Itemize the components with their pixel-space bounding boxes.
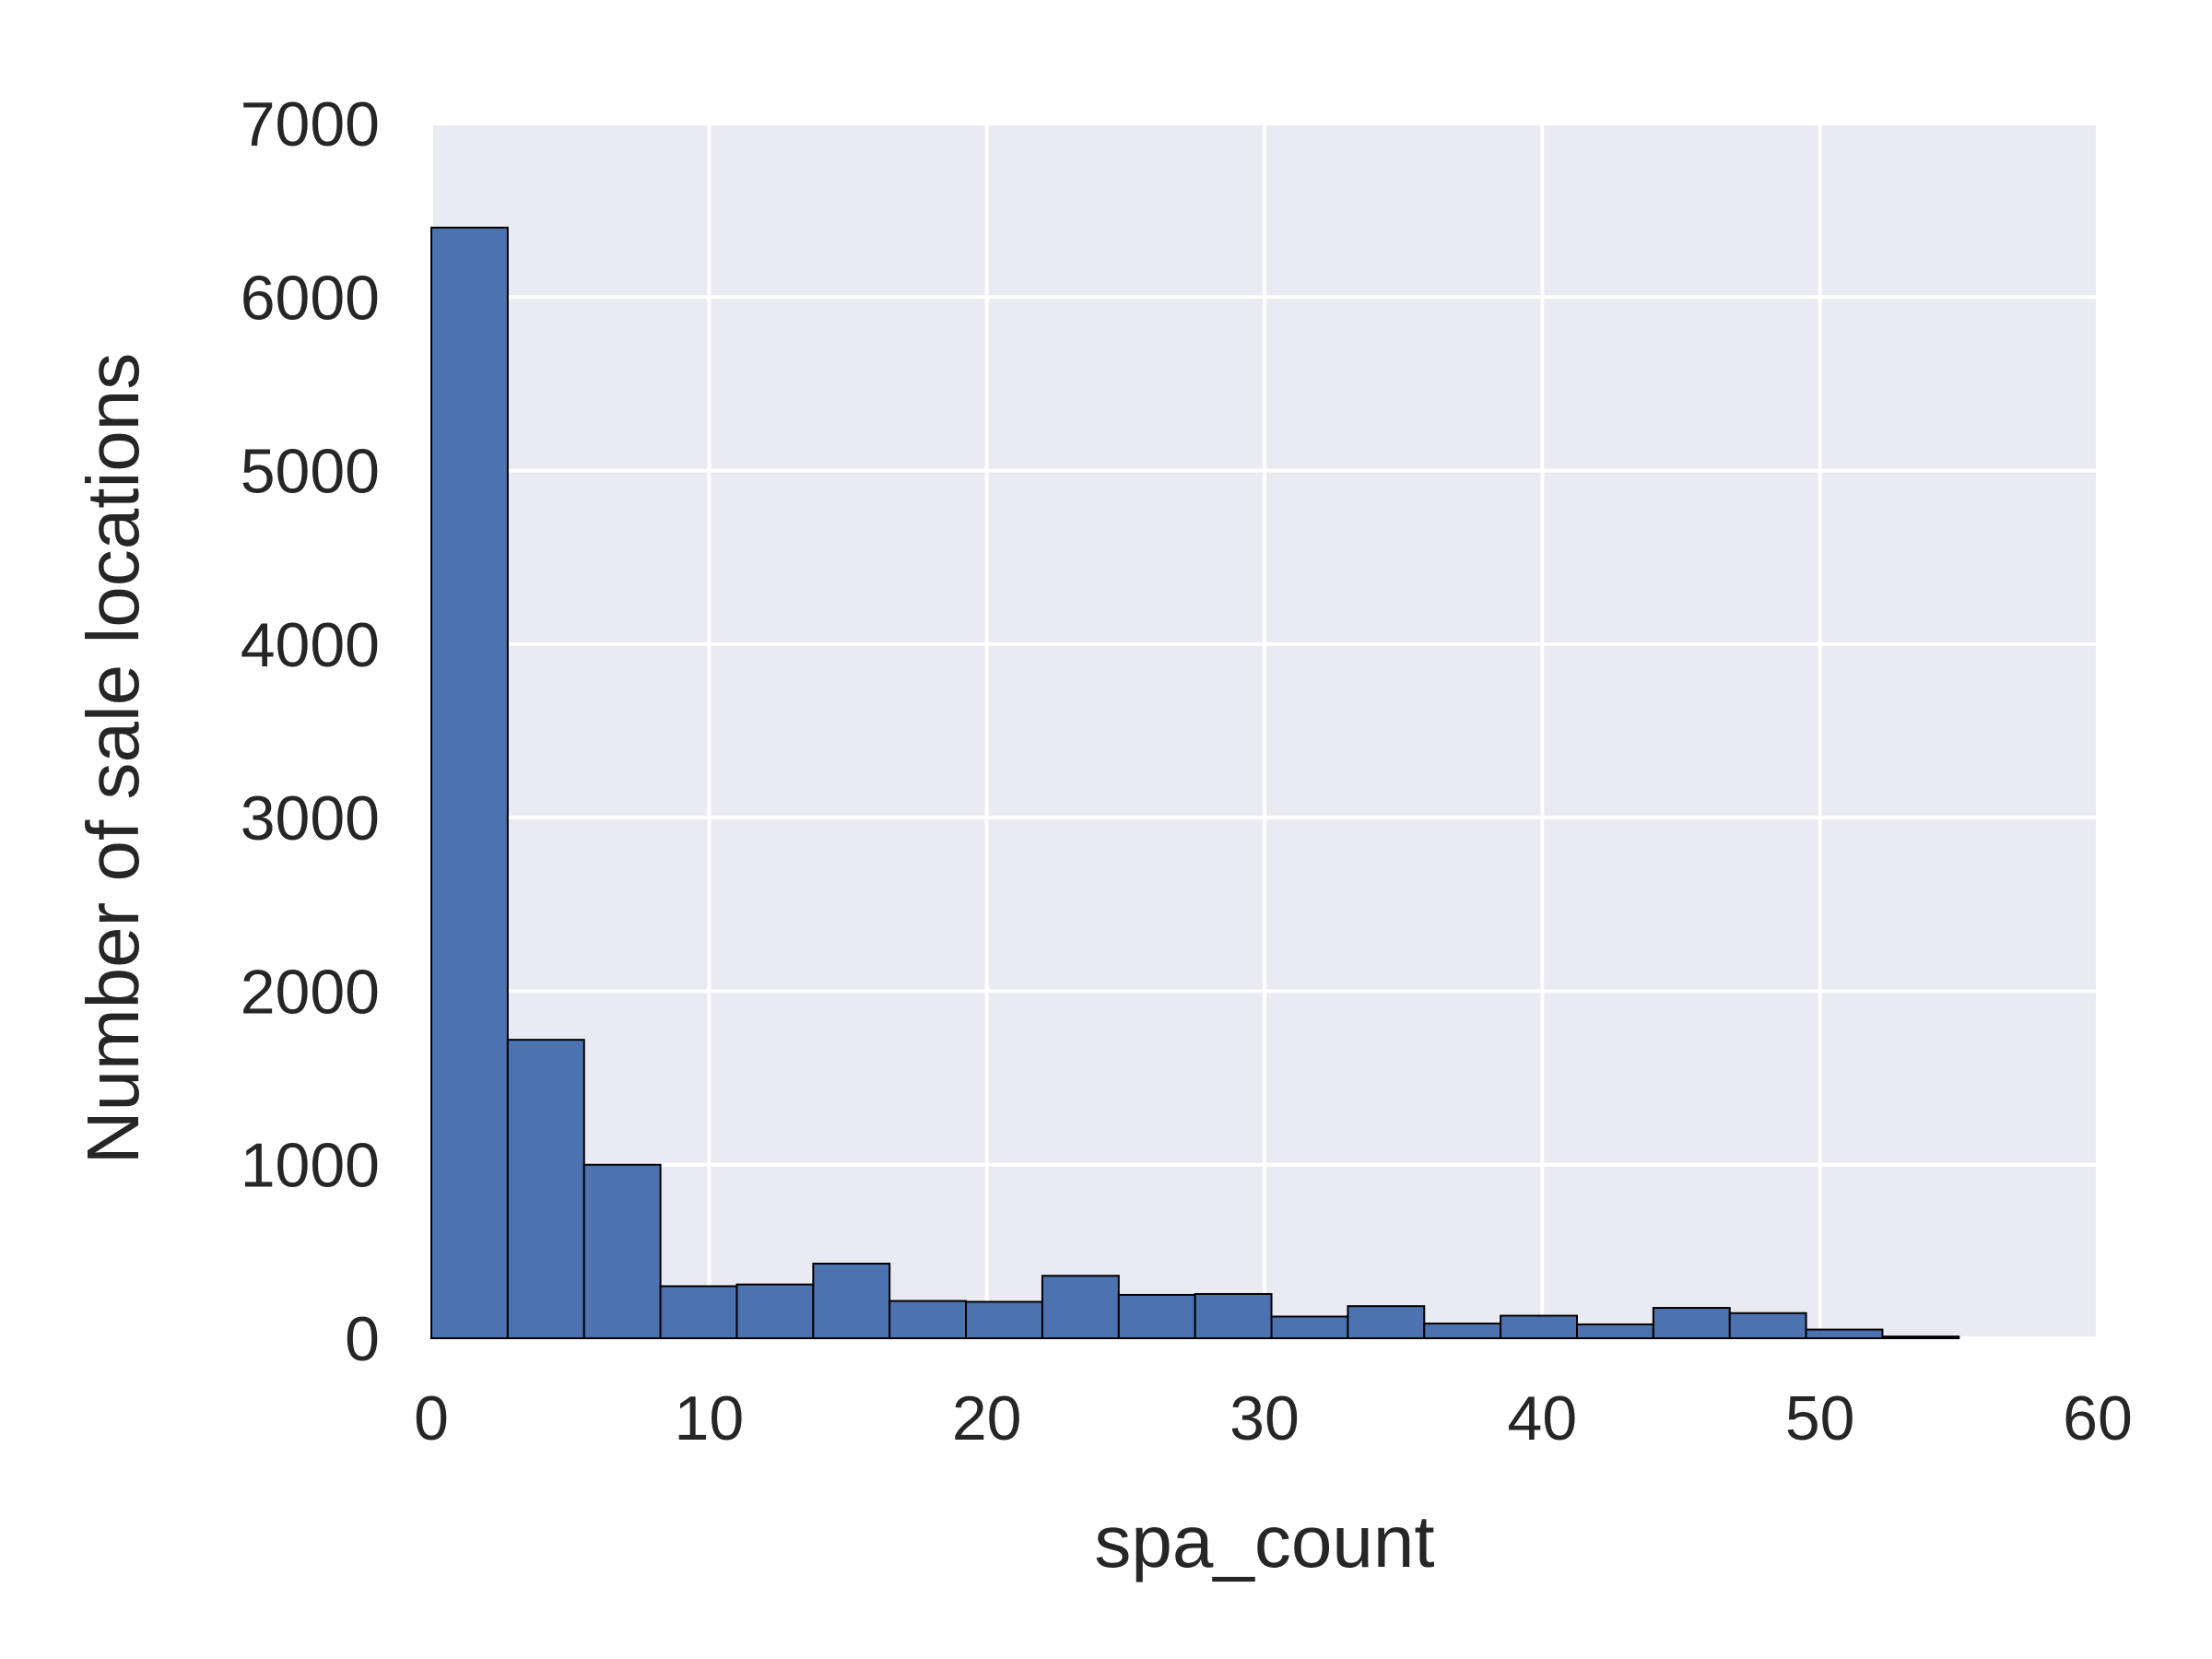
x-tick-labels: 0 10 20 30 40 50 60: [414, 1383, 2133, 1453]
x-tick-label: 30: [1230, 1383, 1300, 1453]
histogram-bar: [888, 1300, 968, 1339]
histogram-bar: [582, 1163, 662, 1339]
y-tick-label: 6000: [241, 263, 380, 333]
x-tick-label: 20: [952, 1383, 1022, 1453]
histogram-bar: [430, 226, 509, 1339]
histogram-bar: [1347, 1305, 1426, 1339]
y-tick-label: 0: [345, 1304, 380, 1374]
x-axis-label: spa_count: [1094, 1500, 1434, 1583]
histogram-bar: [812, 1263, 891, 1339]
histogram-bar: [735, 1283, 815, 1340]
histogram-bar: [1805, 1328, 1884, 1339]
y-tick-label: 4000: [241, 610, 380, 680]
histogram-bar: [1270, 1315, 1349, 1339]
y-tick-labels: 0 1000 2000 3000 4000 5000 6000 7000: [241, 89, 380, 1374]
y-tick-label: 2000: [241, 957, 380, 1027]
y-tick-label: 3000: [241, 783, 380, 853]
histogram-bar: [1194, 1292, 1273, 1340]
histogram-bar: [1423, 1322, 1502, 1340]
y-tick-label: 1000: [241, 1131, 380, 1201]
x-tick-label: 50: [1785, 1383, 1855, 1453]
histogram-bar: [965, 1300, 1043, 1339]
histogram-bar: [506, 1039, 585, 1339]
y-axis-label: Number of sale locations: [72, 353, 154, 1164]
histogram-bar: [1500, 1314, 1578, 1339]
histogram-bar: [1576, 1323, 1654, 1339]
histogram-bar: [1041, 1275, 1120, 1340]
x-tick-label: 10: [675, 1383, 745, 1453]
histogram-bar: [1881, 1335, 1960, 1340]
x-tick-label: 60: [2063, 1383, 2133, 1453]
histogram-bar: [1652, 1307, 1731, 1340]
histogram-bars: [430, 226, 1960, 1340]
histogram-bar: [1728, 1312, 1807, 1340]
y-tick-label: 7000: [241, 89, 380, 159]
histogram-bar: [1117, 1293, 1196, 1340]
y-tick-label: 5000: [241, 437, 380, 507]
x-tick-label: 40: [1508, 1383, 1578, 1453]
histogram-bar: [659, 1285, 738, 1339]
x-tick-label: 0: [414, 1383, 449, 1453]
